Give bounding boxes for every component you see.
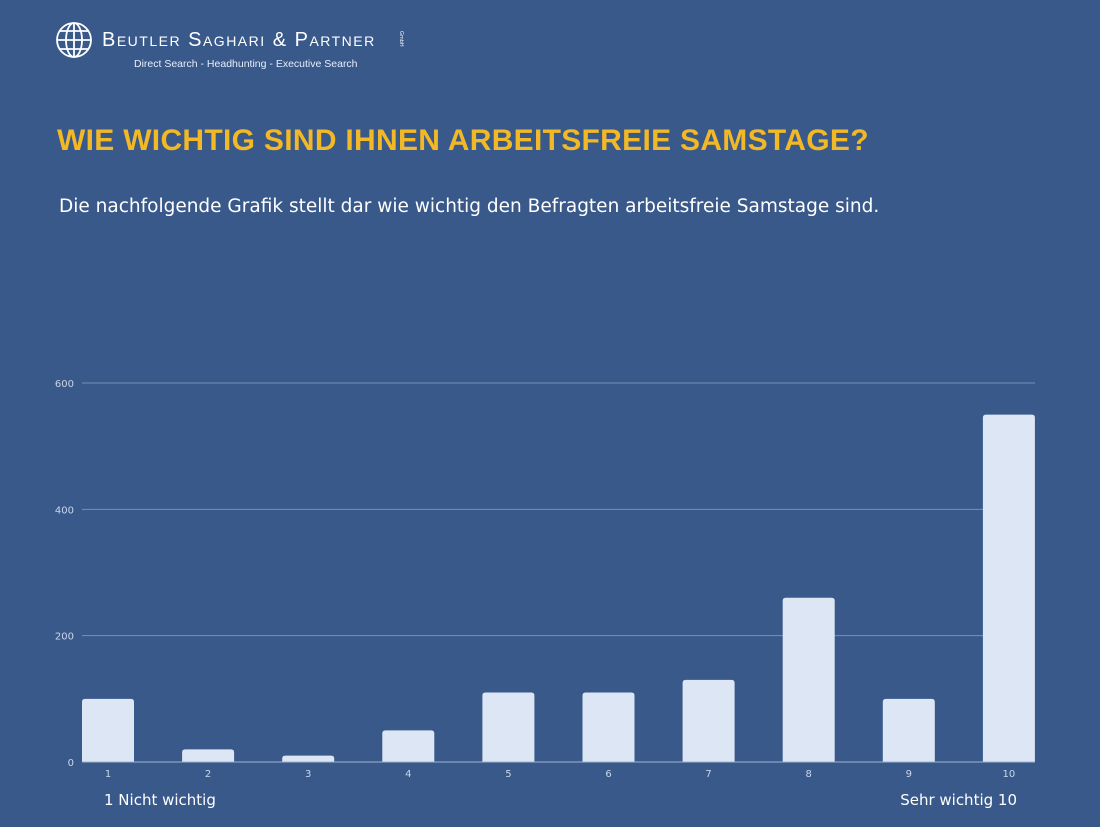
bar bbox=[782, 597, 835, 762]
brand-name: Beutler Saghari & Partner bbox=[102, 29, 376, 51]
x-tick-label: 9 bbox=[906, 769, 912, 780]
x-tick-label: 3 bbox=[305, 769, 311, 780]
x-tick-label: 5 bbox=[505, 769, 511, 780]
x-tick-label: 1 bbox=[105, 769, 111, 780]
bar bbox=[582, 692, 635, 762]
brand-tagline: Direct Search - Headhunting - Executive … bbox=[134, 58, 358, 70]
bar bbox=[382, 730, 435, 762]
page-title: WIE WICHTIG SIND IHNEN ARBEITSFREIE SAMS… bbox=[57, 124, 869, 157]
x-tick-label: 10 bbox=[1003, 769, 1016, 780]
brand-gmbh: GmbH bbox=[398, 31, 404, 47]
y-tick-label: 200 bbox=[55, 632, 74, 643]
x-tick-label: 6 bbox=[605, 769, 611, 780]
x-tick-label: 8 bbox=[806, 769, 812, 780]
bar bbox=[82, 698, 134, 762]
y-tick-label: 400 bbox=[55, 505, 74, 516]
y-tick-label: 0 bbox=[68, 758, 74, 769]
y-tick-label: 600 bbox=[55, 379, 74, 390]
x-tick-label: 7 bbox=[705, 769, 711, 780]
bar bbox=[682, 679, 735, 762]
bar bbox=[482, 692, 535, 762]
x-tick-label: 4 bbox=[405, 769, 411, 780]
bar bbox=[882, 698, 935, 762]
x-tick-label: 2 bbox=[205, 769, 211, 780]
page-subtitle: Die nachfolgende Grafik stellt dar wie w… bbox=[59, 196, 880, 217]
globe-icon bbox=[56, 22, 92, 58]
bar bbox=[982, 414, 1035, 762]
scale-note-high: Sehr wichtig 10 bbox=[900, 791, 1017, 809]
bar bbox=[282, 755, 335, 762]
bar bbox=[182, 749, 235, 762]
scale-note-low: 1 Nicht wichtig bbox=[104, 791, 216, 809]
